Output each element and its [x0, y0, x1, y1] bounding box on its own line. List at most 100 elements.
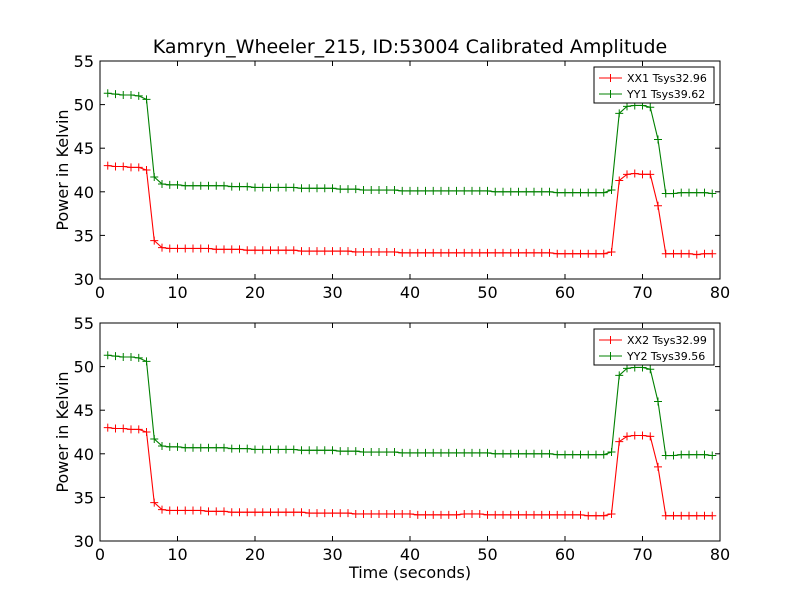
data-point — [460, 248, 469, 257]
data-point — [630, 431, 639, 440]
data-point — [181, 506, 190, 515]
data-point — [654, 462, 662, 471]
data-point — [297, 446, 306, 455]
data-point — [499, 248, 507, 257]
data-point — [251, 183, 259, 192]
data-point — [220, 181, 228, 190]
data-point — [289, 508, 298, 517]
data-point — [421, 448, 430, 457]
y-axis-label: Power in Kelvin — [53, 371, 72, 492]
data-point — [499, 449, 507, 458]
data-point — [142, 428, 151, 436]
data-point — [227, 508, 236, 517]
data-point — [483, 186, 492, 195]
data-point — [282, 183, 290, 192]
data-point — [189, 443, 197, 452]
data-point — [235, 508, 244, 517]
data-point — [460, 509, 469, 518]
data-point — [305, 446, 314, 455]
data-point — [599, 511, 608, 520]
data-point — [227, 245, 236, 254]
data-point — [204, 443, 213, 452]
data-point — [437, 448, 445, 457]
x-tick-label: 30 — [322, 283, 342, 302]
data-point — [119, 91, 128, 100]
y-tick-label: 50 — [74, 358, 94, 377]
legend: XX2 Tsys32.99 YY2 Tsys39.56 — [593, 328, 715, 366]
data-point — [483, 510, 492, 519]
data-point — [243, 246, 252, 255]
data-point — [367, 448, 376, 457]
data-point — [251, 246, 259, 255]
data-point — [677, 188, 686, 197]
data-point — [677, 450, 686, 459]
data-point — [491, 187, 500, 196]
data-point — [475, 509, 484, 518]
data-point — [514, 449, 523, 458]
data-point — [607, 509, 616, 518]
data-point — [615, 109, 624, 118]
x-tick-label: 40 — [400, 545, 420, 564]
data-point — [406, 248, 414, 257]
data-point — [530, 449, 538, 458]
legend-box — [593, 66, 715, 104]
data-point — [220, 443, 228, 452]
data-point — [243, 182, 252, 191]
data-point — [530, 510, 538, 519]
data-point — [181, 443, 190, 452]
data-point — [576, 450, 585, 459]
data-point — [592, 188, 600, 197]
x-tick-label: 10 — [167, 545, 187, 564]
data-point — [227, 182, 236, 191]
data-point — [561, 510, 569, 519]
data-point — [227, 444, 236, 453]
data-point — [390, 448, 399, 457]
x-tick-label: 10 — [167, 283, 187, 302]
data-point — [344, 509, 352, 518]
data-point — [468, 448, 476, 457]
data-point — [313, 184, 321, 193]
data-point — [669, 511, 678, 520]
data-point — [320, 247, 329, 256]
data-point — [165, 180, 174, 189]
data-point — [545, 248, 554, 257]
data-point — [491, 449, 500, 458]
data-point — [514, 248, 523, 257]
data-point — [545, 449, 554, 458]
data-point — [196, 181, 205, 190]
data-point — [413, 248, 422, 257]
data-point — [305, 247, 314, 256]
data-point — [274, 183, 283, 192]
data-point — [669, 249, 678, 258]
x-tick-label: 60 — [555, 283, 575, 302]
data-point — [545, 510, 554, 519]
data-point — [282, 246, 290, 255]
data-point — [452, 448, 461, 457]
data-point — [266, 246, 275, 255]
data-point — [661, 451, 670, 460]
data-point — [421, 510, 430, 519]
data-point — [251, 508, 259, 517]
data-point — [654, 201, 662, 210]
data-point — [119, 353, 128, 362]
data-point — [181, 244, 190, 253]
data-point — [623, 170, 631, 179]
y-tick-label: 30 — [74, 270, 94, 289]
data-point — [320, 446, 329, 455]
data-point — [708, 511, 717, 520]
data-point — [289, 445, 298, 454]
y-tick-label: 50 — [74, 96, 94, 115]
data-point — [212, 443, 221, 452]
data-point — [444, 186, 453, 195]
data-point — [235, 182, 244, 191]
data-point — [150, 434, 159, 443]
data-point — [537, 449, 546, 458]
data-point — [142, 357, 151, 366]
data-point — [584, 249, 593, 258]
data-point — [444, 448, 453, 457]
data-point — [568, 450, 577, 459]
legend-entry: XX1 Tsys32.96 — [627, 72, 707, 85]
data-point — [553, 249, 562, 258]
data-point — [382, 247, 391, 256]
